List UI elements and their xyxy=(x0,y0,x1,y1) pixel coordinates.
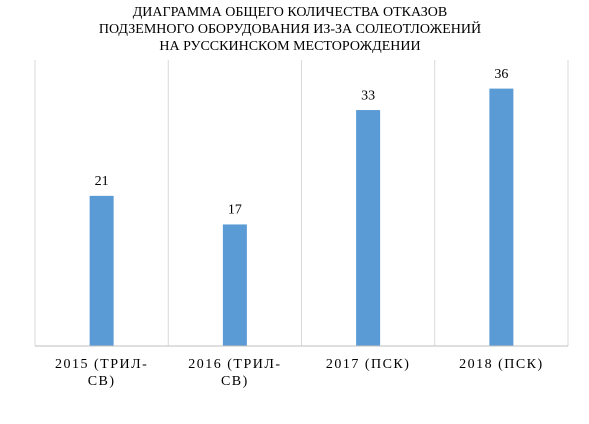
bar xyxy=(356,110,381,346)
x-tick-label: 2015 (ТРИЛ-СВ) xyxy=(54,357,149,389)
value-label: 33 xyxy=(361,88,375,103)
bar xyxy=(89,195,114,346)
chart-title: ДИАГРАММА ОБЩЕГО КОЛИЧЕСТВА ОТКАЗОВ xyxy=(133,5,448,20)
value-label: 17 xyxy=(228,203,242,218)
x-tick-label: 2017 (ПСК) xyxy=(325,357,411,372)
bar xyxy=(489,88,514,346)
value-label: 21 xyxy=(95,174,109,189)
x-tick-label: 2018 (ПСК) xyxy=(459,357,544,372)
value-label: 36 xyxy=(494,67,508,82)
chart-title: ПОДЗЕМНОГО ОБОРУДОВАНИЯ ИЗ-ЗА СОЛЕОТЛОЖЕ… xyxy=(99,20,481,37)
chart-title: НА РУССКИНСКОМ МЕСТОРОЖДЕНИИ xyxy=(159,39,420,54)
bar xyxy=(222,224,247,346)
x-tick-label: 2016 (ТРИЛ-СВ) xyxy=(188,357,282,389)
